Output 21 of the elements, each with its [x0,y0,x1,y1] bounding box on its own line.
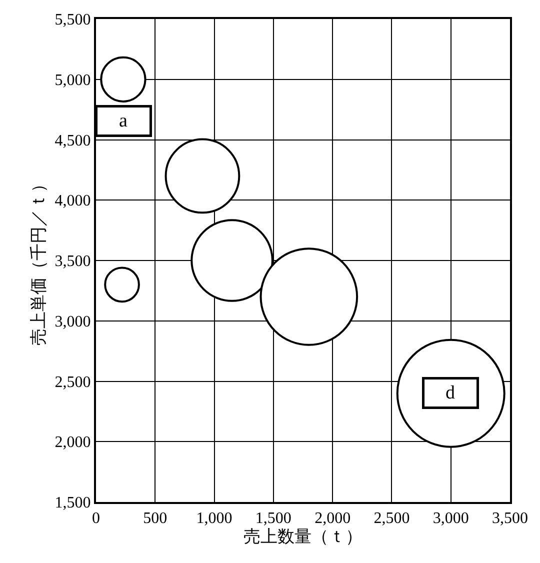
y-tick-label: 5,000 [54,72,91,89]
annotation: a [119,110,128,132]
y-tick-label: 1,500 [54,494,91,512]
y-tick-label: 4,500 [54,132,91,150]
annotation: d [446,382,456,404]
x-tick-label: 3,000 [432,510,469,528]
y-tick-label: 2,000 [54,434,91,452]
x-tick-label: 0 [92,510,100,528]
y-tick-label: 3,500 [54,253,91,270]
y-tick-label: 5,500 [54,12,91,29]
x-tick-label: 1,500 [255,510,292,528]
x-tick-label: 1,000 [196,510,232,528]
x-tick-label: 2,500 [374,510,410,528]
y-tick-label: 3,000 [54,313,91,330]
x-tick-label: 3,500 [492,510,528,528]
x-axis-title: 売上数量（ｔ） [244,527,362,546]
y-tick-label: 2,500 [54,374,91,391]
x-tick-label: 500 [143,510,168,528]
y-tick-label: 4,000 [54,192,91,210]
x-tick-label: 2,000 [314,510,351,528]
y-axis-title: 売上単価（千円／ｔ） [28,176,48,346]
